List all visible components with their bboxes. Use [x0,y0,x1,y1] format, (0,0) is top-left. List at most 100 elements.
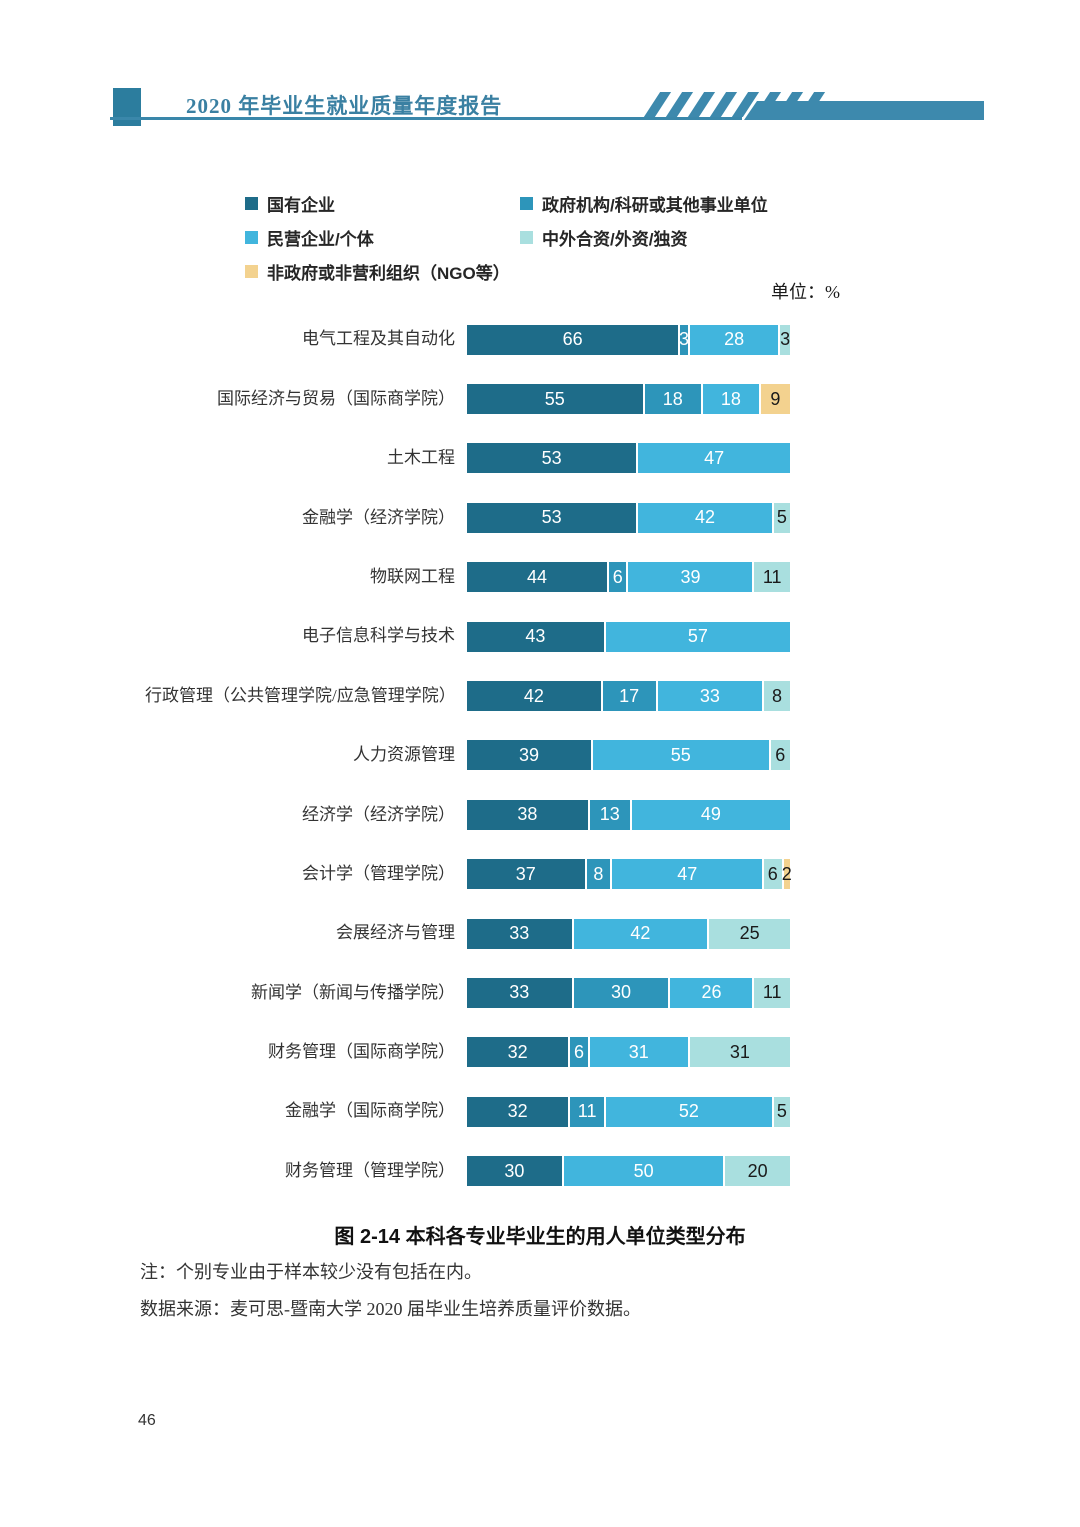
bar-segment: 47 [612,859,765,890]
stacked-bar: 33 30 26 11 [467,977,790,1008]
bar-segment: 11 [754,977,790,1008]
bar-segment: 3 [679,324,690,355]
segment-value: 52 [678,1101,699,1122]
bar-segment: 42 [467,681,603,712]
segment-value: 3 [679,329,690,350]
bar-container: 32 11 52 5 [467,1096,790,1127]
segment-value: 20 [747,1160,768,1181]
category-label: 金融学（经济学院） [145,506,455,531]
bar-segment: 50 [563,1156,726,1187]
segment-value: 42 [630,923,651,944]
category-label: 财务管理（国际商学院） [145,1040,455,1065]
segment-value: 31 [729,1041,750,1062]
bar-container: 44 6 39 11 [467,562,790,593]
bar-segment: 18 [702,384,761,415]
category-label: 金融学（国际商学院） [145,1099,455,1124]
stacked-bar: 44 6 39 11 [467,562,790,593]
bar-segment: 8 [764,681,790,712]
bar-container: 38 13 49 [467,799,790,830]
segment-value: 53 [541,447,562,468]
segment-value: 11 [577,1101,597,1122]
bar-segment: 26 [670,977,755,1008]
segment-value: 50 [633,1160,654,1181]
category-label: 国际经济与贸易（国际商学院） [145,387,455,412]
bar-segment: 44 [467,562,610,593]
bar-segment: 53 [467,443,639,474]
legend-item: 国有企业 [245,193,510,215]
bar-segment: 28 [689,324,781,355]
segment-value: 25 [739,923,760,944]
segment-value: 39 [680,566,701,587]
chart-row: 新闻学（新闻与传播学院） 33 30 26 11 [145,963,790,1022]
segment-value: 26 [701,982,722,1003]
segment-value: 66 [562,329,583,350]
bar-segment: 37 [467,859,587,890]
bar-segment: 43 [467,621,606,652]
category-label: 会计学（管理学院） [145,862,455,887]
stacked-bar: 39 55 6 [467,740,790,771]
legend-label: 非政府或非营利组织（NGO等） [267,263,510,283]
stacked-bar: 30 50 20 [467,1156,790,1187]
bar-segment: 31 [589,1037,690,1068]
segment-value: 37 [515,863,536,884]
segment-value: 6 [775,744,786,765]
figure-caption: 图 2-14 本科各专业毕业生的用人单位类型分布 [334,1226,746,1248]
category-label-text: 物联网工程 [370,566,455,586]
chart-row: 会展经济与管理 33 42 25 [145,904,790,963]
bar-segment: 42 [573,918,710,949]
bar-container: 30 50 20 [467,1156,790,1187]
bar-segment: 47 [638,443,790,474]
legend-item: 政府机构/科研或其他事业单位 [520,193,768,215]
stacked-bar: 53 47 [467,443,790,474]
header-bar-decoration [744,101,984,120]
category-label-text: 金融学（经济学院） [302,507,455,527]
segment-value: 53 [541,507,562,528]
chart-row: 金融学（国际商学院） 32 11 52 5 [145,1082,790,1141]
segment-value: 43 [525,626,546,647]
bar-segment: 66 [467,324,681,355]
chart-row: 财务管理（管理学院） 30 50 20 [145,1141,790,1200]
segment-value: 18 [662,388,683,409]
segment-value: 30 [611,982,632,1003]
segment-value: 6 [767,863,778,884]
segment-value: 8 [593,863,604,884]
bar-container: 42 17 33 8 [467,681,790,712]
category-label: 新闻学（新闻与传播学院） [145,981,455,1006]
bar-segment: 30 [467,1156,564,1187]
bar-container: 53 47 [467,443,790,474]
segment-value: 55 [544,388,565,409]
segment-value: 11 [762,982,782,1003]
category-label-text: 电气工程及其自动化 [302,329,455,349]
bar-container: 33 42 25 [467,918,790,949]
category-label: 电子信息科学与技术 [145,624,455,649]
segment-value: 8 [772,685,783,706]
legend-column-right: 政府机构/科研或其他事业单位 中外合资/外资/独资 [520,193,768,261]
category-label: 人力资源管理 [145,743,455,768]
segment-value: 47 [677,863,698,884]
bar-segment: 57 [605,621,790,652]
bar-container: 32 6 31 31 [467,1037,790,1068]
unit-label: 单位：% [771,282,840,302]
category-label: 会展经济与管理 [145,921,455,946]
stacked-bar: 33 42 25 [467,918,790,949]
segment-value: 13 [599,804,620,825]
bar-segment: 32 [467,1037,571,1068]
bar-container: 66 3 28 3 [467,324,790,355]
category-label: 财务管理（管理学院） [145,1159,455,1184]
legend-swatch-icon [520,230,533,244]
segment-value: 55 [670,744,691,765]
bar-segment: 2 [782,859,792,890]
segment-value: 6 [612,566,623,587]
chart-row: 行政管理（公共管理学院/应急管理学院） 42 17 33 8 [145,666,790,725]
segment-value: 9 [770,388,781,409]
bar-segment: 39 [467,740,593,771]
chart-row: 财务管理（国际商学院） 32 6 31 31 [145,1023,790,1082]
chart-row: 电子信息科学与技术 43 57 [145,607,790,666]
bar-segment: 9 [760,384,790,415]
page-number: 46 [138,1412,156,1429]
data-source-note: 数据来源：麦可思-暨南大学 2020 届毕业生培养质量评价数据。 [140,1299,641,1319]
bar-segment: 53 [467,502,639,533]
category-label-text: 土木工程 [387,448,455,468]
stacked-bar-chart: 电气工程及其自动化 66 3 28 3 国际经济与贸易（国际商学院） 55 18 18 9 土木工程… [145,310,792,1201]
bar-segment: 20 [725,1156,790,1187]
